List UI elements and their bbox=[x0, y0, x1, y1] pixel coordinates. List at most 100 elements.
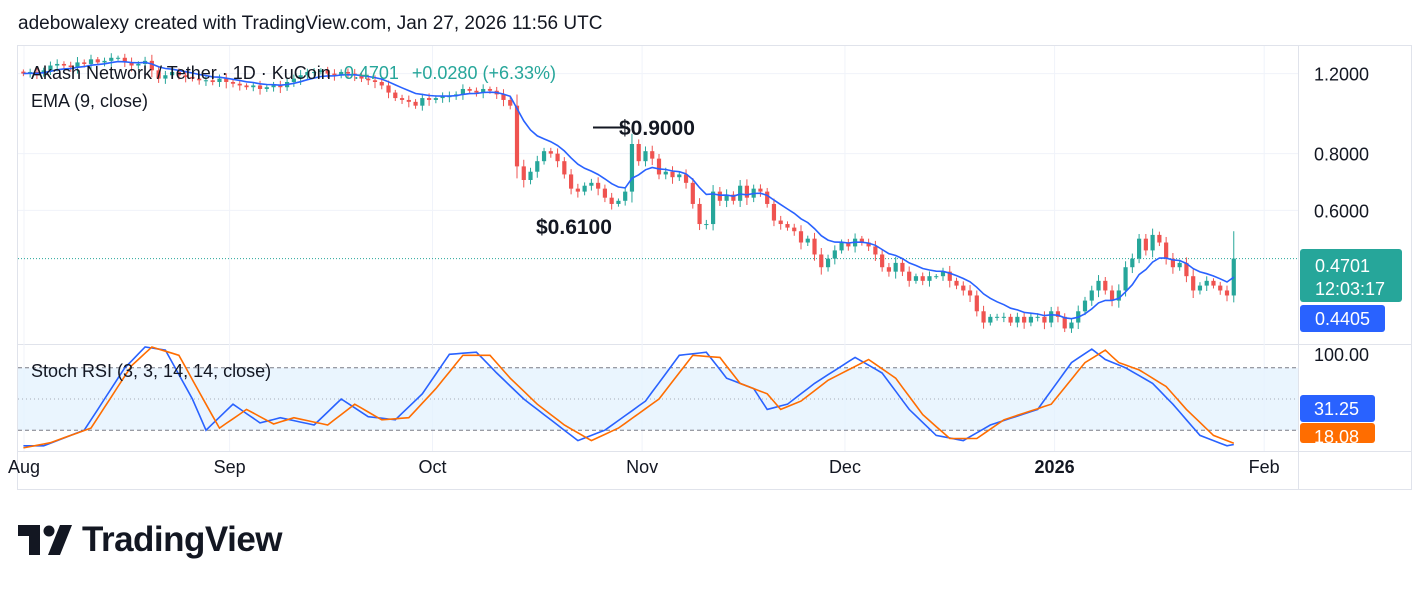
stoch-d-badge: 18.08 bbox=[1300, 423, 1375, 447]
time-axis-label: Feb bbox=[1249, 457, 1280, 477]
candle-down bbox=[967, 290, 973, 296]
candle-down bbox=[886, 267, 892, 272]
candle-up bbox=[1035, 316, 1040, 318]
candle-down bbox=[866, 242, 871, 247]
candle-down bbox=[325, 70, 330, 74]
candle-down bbox=[744, 185, 750, 198]
candle-up bbox=[643, 151, 648, 162]
candle-up bbox=[1015, 316, 1020, 323]
stoch-k-badge-value: 31.25 bbox=[1314, 399, 1359, 419]
candle-down bbox=[920, 276, 925, 281]
candle-up bbox=[433, 98, 438, 100]
ema-badge: 0.4405 bbox=[1300, 305, 1385, 332]
candle-up bbox=[251, 85, 256, 88]
candle-up bbox=[940, 271, 946, 277]
tradingview-logo[interactable]: TradingView bbox=[18, 520, 283, 560]
candle-down bbox=[257, 85, 263, 89]
candle-up bbox=[271, 85, 276, 88]
candle-down bbox=[399, 98, 405, 100]
candle-down bbox=[467, 88, 472, 91]
candle-up bbox=[163, 75, 168, 79]
candle-down bbox=[278, 85, 283, 88]
candle-down bbox=[366, 78, 371, 81]
candle-up bbox=[1204, 280, 1209, 286]
candle-down bbox=[95, 59, 100, 63]
price-chart[interactable]: Akash Network / Tether · 1D · KuCoin 0.4… bbox=[0, 0, 1428, 500]
candle-down bbox=[778, 220, 783, 225]
candle-up bbox=[825, 258, 831, 268]
candle-up bbox=[1028, 316, 1034, 323]
candle-down bbox=[846, 242, 851, 247]
candle-down bbox=[656, 158, 662, 175]
candle-up bbox=[102, 60, 107, 63]
candle-up bbox=[677, 174, 682, 178]
time-axis-label: Aug bbox=[8, 457, 40, 477]
candle-up bbox=[927, 276, 932, 281]
candle-down bbox=[413, 101, 418, 106]
candle-up bbox=[75, 62, 80, 68]
candle-down bbox=[1157, 234, 1162, 243]
low-annotation: $0.6100 bbox=[536, 216, 612, 239]
candle-up bbox=[1177, 262, 1182, 268]
candle-up bbox=[298, 75, 303, 79]
time-axis[interactable]: Aug Sep Oct Nov Dec 2026 Feb bbox=[8, 457, 1280, 477]
ema-badge-value: 0.4405 bbox=[1315, 309, 1370, 329]
candle-down bbox=[345, 71, 351, 74]
candle-up bbox=[710, 191, 716, 225]
candle-down bbox=[1211, 280, 1216, 286]
candle-up bbox=[839, 242, 844, 251]
candle-up bbox=[481, 88, 486, 93]
candle-down bbox=[961, 285, 966, 291]
candle-down bbox=[21, 71, 26, 74]
candle-up bbox=[217, 78, 222, 82]
candle-up bbox=[738, 185, 743, 201]
price-axis-label: 1.2000 bbox=[1314, 65, 1369, 85]
candle-up bbox=[616, 200, 621, 204]
candle-up bbox=[1150, 234, 1155, 251]
candle-up bbox=[1197, 285, 1203, 291]
candle-up bbox=[115, 57, 121, 59]
candle-up bbox=[460, 88, 466, 95]
price-badge-bg bbox=[1300, 249, 1402, 302]
candle-down bbox=[372, 80, 378, 82]
candle-down bbox=[129, 62, 134, 66]
candle-down bbox=[602, 188, 608, 198]
candle-down bbox=[359, 75, 364, 79]
candle-up bbox=[589, 182, 594, 186]
candle-down bbox=[156, 70, 161, 79]
candle-down bbox=[596, 182, 601, 189]
candle-down bbox=[873, 246, 878, 255]
candle-down bbox=[785, 224, 790, 228]
candle-up bbox=[934, 276, 939, 278]
price-badge-value: 0.4701 bbox=[1315, 256, 1370, 276]
candle-down bbox=[1224, 290, 1230, 296]
candle-up bbox=[988, 316, 993, 323]
candle-up bbox=[629, 144, 635, 192]
candle-down bbox=[183, 75, 188, 77]
time-axis-label: Sep bbox=[214, 457, 246, 477]
candle-down bbox=[82, 62, 87, 64]
candle-down bbox=[981, 311, 986, 323]
candle-down bbox=[1055, 311, 1061, 317]
candle-up bbox=[805, 238, 810, 243]
candle-up bbox=[528, 171, 533, 180]
candle-down bbox=[670, 171, 675, 178]
candle-up bbox=[291, 78, 296, 82]
chart-frame bbox=[17, 45, 1412, 490]
candle-down bbox=[61, 63, 67, 66]
candle-down bbox=[765, 191, 770, 204]
candle-down bbox=[379, 81, 384, 86]
candle-down bbox=[771, 203, 777, 221]
candle-up bbox=[1069, 322, 1074, 329]
candle-up bbox=[1130, 258, 1135, 268]
candle-down bbox=[859, 238, 864, 243]
legend-symbol: Akash Network / Tether · 1D · KuCoin bbox=[31, 63, 331, 83]
candle-down bbox=[555, 153, 560, 162]
candle-up bbox=[318, 70, 324, 72]
candle-down bbox=[812, 238, 817, 255]
candle-up bbox=[832, 250, 837, 259]
candle-up bbox=[109, 57, 114, 61]
price-axis[interactable]: 1.2000 0.8000 0.6000 bbox=[1314, 65, 1369, 222]
time-axis-label: Dec bbox=[829, 457, 861, 477]
candle-up bbox=[541, 151, 547, 162]
